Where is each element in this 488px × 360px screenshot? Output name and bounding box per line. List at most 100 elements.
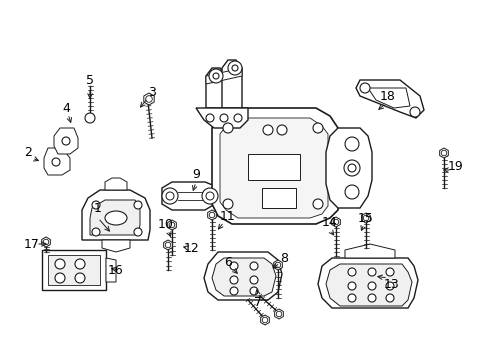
- Polygon shape: [205, 68, 242, 84]
- Circle shape: [229, 287, 238, 295]
- Circle shape: [312, 199, 323, 209]
- Circle shape: [213, 73, 219, 79]
- Circle shape: [312, 123, 323, 133]
- Circle shape: [249, 287, 258, 295]
- Circle shape: [249, 276, 258, 284]
- Circle shape: [223, 123, 232, 133]
- Polygon shape: [82, 190, 150, 240]
- Polygon shape: [260, 315, 269, 325]
- Circle shape: [275, 262, 280, 268]
- Text: 4: 4: [62, 102, 70, 114]
- Circle shape: [75, 273, 85, 283]
- Circle shape: [227, 61, 242, 75]
- Text: 3: 3: [148, 85, 156, 99]
- Polygon shape: [220, 118, 327, 218]
- Circle shape: [52, 158, 60, 166]
- Circle shape: [367, 268, 375, 276]
- Polygon shape: [196, 108, 247, 128]
- Text: 11: 11: [220, 210, 235, 222]
- Circle shape: [231, 65, 238, 71]
- Polygon shape: [331, 217, 340, 227]
- Text: 5: 5: [86, 73, 94, 86]
- Polygon shape: [106, 258, 116, 282]
- Polygon shape: [162, 182, 218, 210]
- Polygon shape: [41, 237, 50, 247]
- Circle shape: [205, 114, 214, 122]
- Ellipse shape: [105, 211, 127, 225]
- Circle shape: [85, 113, 95, 123]
- Circle shape: [385, 282, 393, 290]
- Circle shape: [55, 273, 65, 283]
- Polygon shape: [207, 210, 216, 220]
- Circle shape: [134, 201, 142, 209]
- Polygon shape: [274, 309, 283, 319]
- Polygon shape: [205, 68, 225, 108]
- Circle shape: [409, 107, 419, 117]
- Circle shape: [367, 294, 375, 302]
- Polygon shape: [222, 60, 242, 108]
- Circle shape: [208, 69, 223, 83]
- Circle shape: [347, 282, 355, 290]
- Circle shape: [332, 219, 338, 225]
- Polygon shape: [355, 80, 423, 118]
- Polygon shape: [345, 244, 394, 258]
- Circle shape: [385, 294, 393, 302]
- Text: 19: 19: [447, 159, 463, 172]
- Text: 13: 13: [384, 278, 399, 291]
- Polygon shape: [167, 220, 176, 230]
- Text: 16: 16: [108, 264, 123, 276]
- Text: 12: 12: [184, 242, 200, 255]
- Circle shape: [276, 125, 286, 135]
- Circle shape: [345, 185, 358, 199]
- Circle shape: [347, 268, 355, 276]
- Circle shape: [220, 114, 227, 122]
- Circle shape: [249, 262, 258, 270]
- Polygon shape: [317, 258, 417, 308]
- Circle shape: [134, 228, 142, 236]
- Polygon shape: [247, 154, 299, 180]
- Circle shape: [145, 96, 152, 102]
- Polygon shape: [273, 260, 282, 270]
- Circle shape: [209, 212, 214, 218]
- Circle shape: [223, 199, 232, 209]
- Text: 17: 17: [24, 238, 40, 251]
- Text: 6: 6: [224, 256, 231, 269]
- Circle shape: [343, 160, 359, 176]
- Circle shape: [92, 228, 100, 236]
- Circle shape: [229, 276, 238, 284]
- Polygon shape: [325, 264, 411, 306]
- Text: 9: 9: [192, 167, 200, 180]
- Polygon shape: [143, 93, 154, 105]
- Circle shape: [363, 215, 368, 221]
- Polygon shape: [163, 240, 172, 250]
- Circle shape: [202, 188, 218, 204]
- Polygon shape: [105, 178, 127, 190]
- Circle shape: [385, 268, 393, 276]
- Circle shape: [165, 192, 174, 200]
- Circle shape: [359, 83, 369, 93]
- Text: 2: 2: [24, 145, 32, 158]
- Circle shape: [92, 201, 100, 209]
- Polygon shape: [439, 148, 447, 158]
- Circle shape: [234, 114, 242, 122]
- Text: 10: 10: [158, 217, 174, 230]
- Circle shape: [75, 259, 85, 269]
- Polygon shape: [48, 255, 100, 285]
- Text: 8: 8: [280, 252, 287, 265]
- Circle shape: [347, 294, 355, 302]
- Circle shape: [162, 188, 178, 204]
- Text: 7: 7: [253, 296, 262, 309]
- Polygon shape: [212, 258, 275, 296]
- Text: 15: 15: [357, 211, 373, 225]
- Polygon shape: [203, 252, 282, 300]
- Circle shape: [263, 125, 272, 135]
- Polygon shape: [42, 250, 106, 290]
- Circle shape: [169, 222, 174, 228]
- Circle shape: [345, 137, 358, 151]
- Polygon shape: [44, 148, 70, 175]
- Text: 1: 1: [94, 202, 102, 215]
- Polygon shape: [102, 240, 130, 252]
- Circle shape: [165, 242, 170, 248]
- Polygon shape: [361, 213, 369, 223]
- Polygon shape: [262, 188, 295, 208]
